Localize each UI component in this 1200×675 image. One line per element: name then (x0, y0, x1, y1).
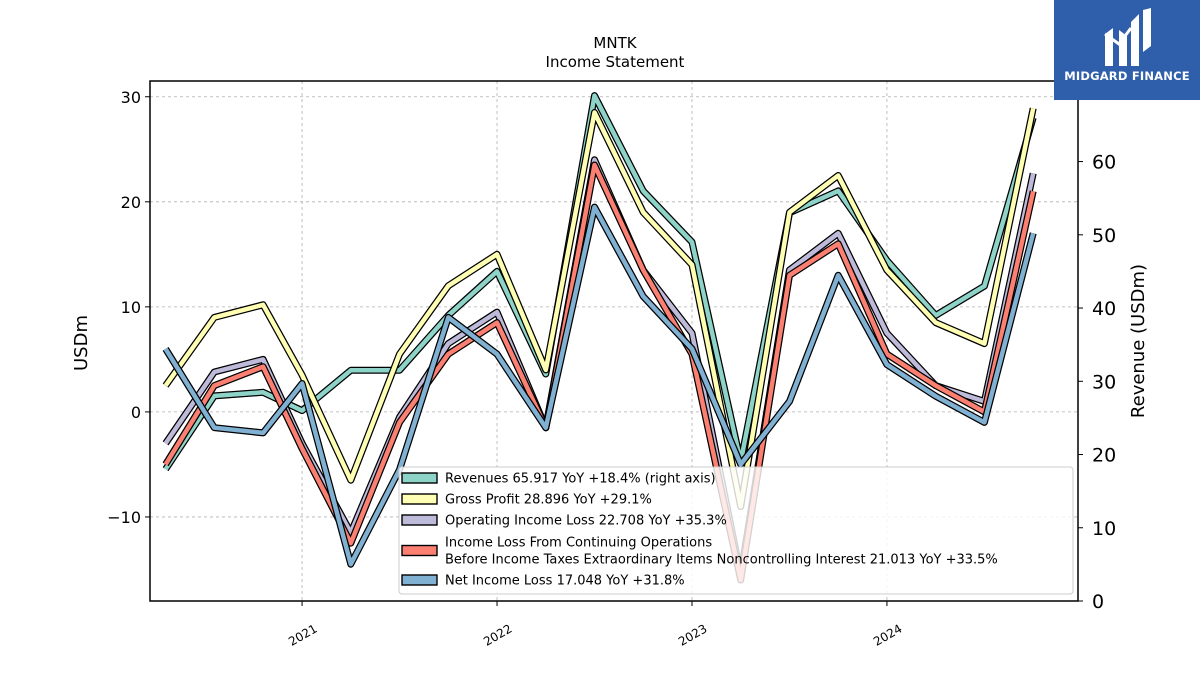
legend-label: Before Income Taxes Extraordinary Items … (445, 553, 998, 568)
y-tick-label: 10 (121, 298, 141, 317)
y-tick-label: 30 (121, 88, 141, 107)
y-right-tick-label: 60 (1092, 152, 1116, 174)
y-right-tick-label: 0 (1092, 591, 1104, 613)
chart-title: MNTK (593, 34, 637, 52)
legend-swatch (401, 544, 438, 557)
y-right-tick-label: 50 (1092, 225, 1116, 247)
legend-label: Income Loss From Continuing Operations (445, 536, 712, 551)
series-0 (162, 92, 1037, 472)
series-3 (162, 161, 1037, 584)
legend-swatch (401, 574, 438, 586)
legend-label: Net Income Loss 17.048 YoY +31.8% (445, 574, 685, 589)
series-line (163, 107, 1036, 509)
y-tick-label: 0 (131, 403, 141, 422)
legend-box (398, 466, 1074, 595)
x-tick-label: 2023 (676, 621, 709, 648)
plot-frame (149, 80, 1079, 602)
x-tick-label: 2024 (871, 621, 904, 648)
series-line (163, 93, 1036, 471)
y-axis-right-label: Revenue (USDm) (1128, 264, 1149, 418)
x-tick-label: 2021 (286, 621, 319, 648)
x-tick-label: 2022 (481, 621, 514, 648)
series-line (163, 204, 1036, 567)
legend-label: Gross Profit 28.896 YoY +29.1% (445, 493, 652, 508)
series-line (163, 162, 1036, 583)
y-tick-label: 20 (121, 193, 141, 212)
legend-swatch (401, 493, 438, 505)
y-right-tick-label: 10 (1092, 518, 1116, 540)
legend-label: Operating Income Loss 22.708 YoY +35.3% (445, 514, 727, 529)
series-lines (162, 92, 1037, 584)
y-axis-label: USDm (71, 315, 92, 371)
y-right-tick-label: 40 (1092, 298, 1116, 320)
brand-mark-icon (1104, 8, 1151, 66)
y-right-tick-label: 20 (1092, 445, 1116, 467)
legend-swatch (401, 472, 438, 484)
series-4 (162, 203, 1037, 568)
y-right-tick-label: 30 (1092, 371, 1116, 393)
legend-swatch (401, 514, 438, 526)
chart-subtitle: Income Statement (546, 53, 685, 71)
legend-label: Revenues 65.917 YoY +18.4% (right axis) (445, 472, 716, 487)
brand-name: MIDGARD FINANCE (1064, 69, 1190, 83)
y-tick-label: −10 (107, 508, 141, 527)
series-1 (162, 107, 1037, 510)
brand-logo: MIDGARD FINANCE (1054, 0, 1200, 100)
legend: Revenues 65.917 YoY +18.4% (right axis) G… (398, 466, 1074, 595)
